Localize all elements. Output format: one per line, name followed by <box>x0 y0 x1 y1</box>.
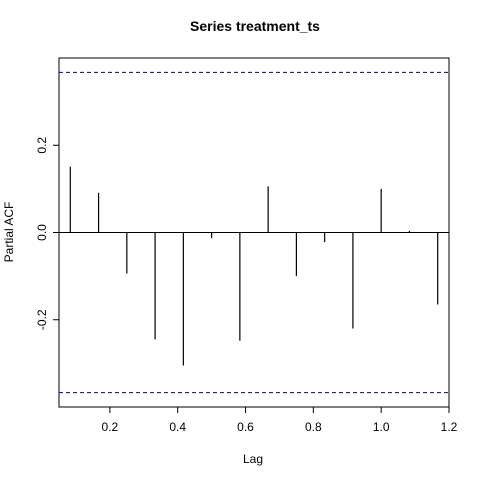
x-tick-label: 0.8 <box>305 420 322 434</box>
x-axis-label: Lag <box>243 452 263 466</box>
y-tick-label: 0.2 <box>35 137 49 154</box>
y-tick-label: -0.2 <box>35 309 49 330</box>
chart-title: Series treatment_ts <box>190 18 320 34</box>
x-tick-label: 0.4 <box>169 420 186 434</box>
y-tick-label: 0.0 <box>35 224 49 241</box>
x-tick-label: 0.6 <box>237 420 254 434</box>
y-axis-label: Partial ACF <box>2 202 16 263</box>
x-tick-label: 1.0 <box>373 420 390 434</box>
x-tick-label: 0.2 <box>102 420 119 434</box>
x-tick-label: 1.2 <box>441 420 458 434</box>
